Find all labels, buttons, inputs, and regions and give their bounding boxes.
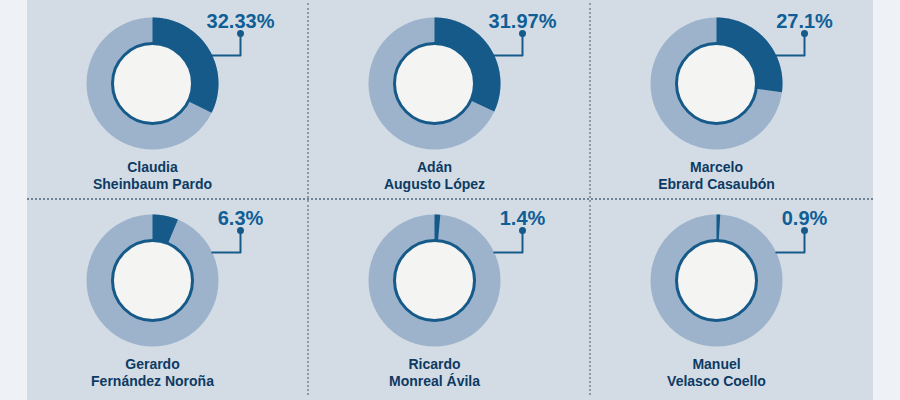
svg-text:AdánAugusto López: AdánAugusto López (384, 159, 485, 193)
svg-text:1.4%: 1.4% (500, 207, 546, 229)
svg-text:ManuelVelasco Coello: ManuelVelasco Coello (667, 356, 766, 390)
svg-text:0.9%: 0.9% (782, 207, 828, 229)
svg-text:GerardoFernández Noroña: GerardoFernández Noroña (91, 356, 214, 390)
svg-text:MarceloEbrard Casaubón: MarceloEbrard Casaubón (658, 159, 775, 193)
svg-text:6.3%: 6.3% (218, 207, 264, 229)
svg-text:RicardoMonreal Ávila: RicardoMonreal Ávila (389, 356, 480, 390)
svg-text:32.33%: 32.33% (207, 10, 275, 32)
svg-text:ClaudiaSheinbaum Pardo: ClaudiaSheinbaum Pardo (93, 159, 212, 193)
svg-text:31.97%: 31.97% (489, 10, 557, 32)
svg-text:27.1%: 27.1% (776, 10, 833, 32)
